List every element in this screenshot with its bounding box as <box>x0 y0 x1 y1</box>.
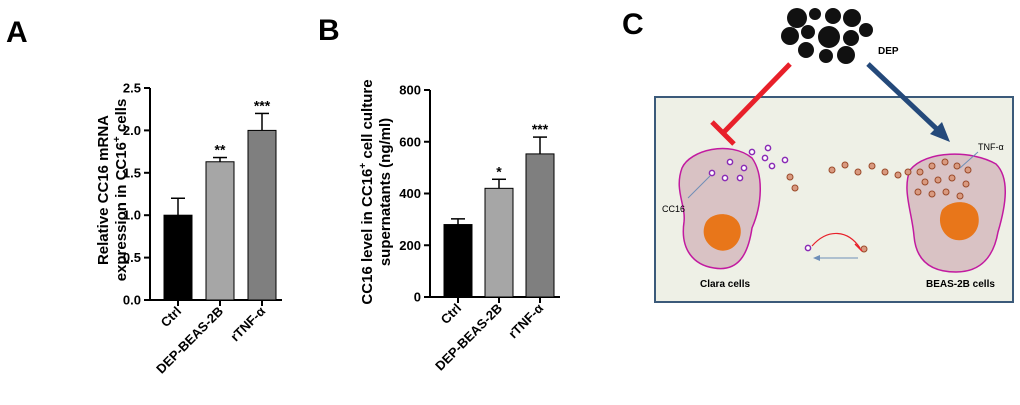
significance-label: *** <box>532 121 549 137</box>
bar <box>247 129 277 301</box>
mechanism-diagram: DEP <box>654 8 1014 303</box>
y-tick-label: 0 <box>414 290 421 305</box>
y-tick-label: 2.0 <box>123 123 141 138</box>
chart-b-ylabel-line1: CC16 level in CC16+ cell culture <box>358 79 376 304</box>
bar <box>443 224 473 298</box>
dep-particle-cluster <box>781 8 873 64</box>
significance-label: ** <box>215 142 226 158</box>
category-label: Ctrl <box>158 304 184 330</box>
feedback-return-arrowhead <box>813 255 820 261</box>
tnf-leader-line <box>959 151 979 169</box>
bar <box>525 153 555 298</box>
bar <box>205 161 235 301</box>
dep-label: DEP <box>878 46 899 57</box>
feedback-inhibit-bar <box>854 243 863 252</box>
y-tick-label: 0.0 <box>123 293 141 308</box>
chart-b-ylabel-line2: supernatants (ng/ml) <box>377 118 394 266</box>
inhibition-arrow <box>710 62 792 146</box>
y-tick-label: 2.5 <box>123 81 141 96</box>
y-tick-label: 800 <box>399 83 421 98</box>
y-tick-label: 1.5 <box>123 165 141 180</box>
chart-a-ylabel-line1: Relative CC16 mRNA <box>95 115 112 265</box>
y-tick-label: 0.5 <box>123 250 141 265</box>
cc16-leader-line <box>687 175 711 199</box>
chart-a-ylabel-line2: expression in CC16+ cells <box>112 99 130 282</box>
cc16-label: CC16 <box>662 204 685 214</box>
clara-cells-label: Clara cells <box>700 279 750 290</box>
category-label: rTNF-α <box>227 304 268 345</box>
panel-letter-a: A <box>6 16 28 49</box>
y-tick-label: 1.0 <box>123 208 141 223</box>
y-tick-label: 600 <box>399 134 421 149</box>
beas-2b-nucleus <box>939 202 979 241</box>
category-label: Ctrl <box>438 301 464 327</box>
tnf-alpha-label: TNF-α <box>978 142 1004 152</box>
significance-label: * <box>496 163 502 179</box>
bar <box>163 214 193 301</box>
activation-arrow <box>866 62 950 142</box>
feedback-inhibit-curve <box>811 232 861 249</box>
chart-a: Relative CC16 mRNA expression in CC16+ c… <box>95 81 282 376</box>
y-tick-label: 400 <box>399 186 421 201</box>
bar <box>484 187 514 298</box>
panel-letter-c: C <box>622 8 644 41</box>
category-label: rTNF-α <box>505 301 546 342</box>
chart-b: CC16 level in CC16+ cell culture superna… <box>358 79 560 373</box>
y-tick-label: 200 <box>399 238 421 253</box>
cc16-molecules <box>708 144 812 252</box>
tnf-alpha-molecules <box>786 158 972 253</box>
beas-2b-cells-label: BEAS-2B cells <box>926 279 995 290</box>
clara-nucleus <box>703 214 741 251</box>
panel-letter-b: B <box>318 14 340 47</box>
significance-label: *** <box>254 97 271 113</box>
